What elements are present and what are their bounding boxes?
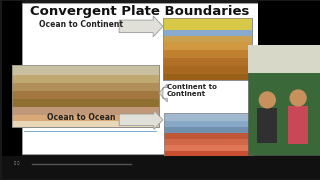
Text: Continent to
Continent: Continent to Continent [167, 84, 217, 96]
Text: Convergent Plate Boundaries: Convergent Plate Boundaries [30, 5, 250, 18]
FancyBboxPatch shape [12, 107, 159, 115]
FancyBboxPatch shape [164, 133, 253, 139]
FancyBboxPatch shape [164, 151, 253, 158]
FancyBboxPatch shape [163, 42, 252, 50]
FancyBboxPatch shape [2, 156, 320, 179]
FancyBboxPatch shape [12, 83, 159, 91]
FancyBboxPatch shape [12, 115, 159, 121]
FancyBboxPatch shape [164, 121, 253, 127]
FancyBboxPatch shape [257, 108, 277, 143]
FancyBboxPatch shape [163, 28, 252, 36]
Circle shape [290, 90, 306, 106]
Polygon shape [159, 84, 167, 102]
FancyBboxPatch shape [22, 3, 258, 154]
FancyBboxPatch shape [12, 91, 159, 99]
FancyBboxPatch shape [12, 75, 159, 83]
FancyBboxPatch shape [164, 127, 253, 133]
FancyBboxPatch shape [164, 113, 253, 158]
FancyBboxPatch shape [248, 45, 320, 73]
FancyBboxPatch shape [164, 139, 253, 145]
FancyBboxPatch shape [288, 106, 308, 144]
FancyBboxPatch shape [12, 99, 159, 107]
Text: Ocean to Ocean: Ocean to Ocean [47, 113, 116, 122]
FancyBboxPatch shape [163, 58, 252, 66]
Text: Ocean to Continent: Ocean to Continent [39, 20, 124, 29]
FancyBboxPatch shape [163, 74, 252, 80]
FancyBboxPatch shape [12, 121, 159, 127]
FancyBboxPatch shape [164, 113, 253, 121]
FancyBboxPatch shape [163, 66, 252, 74]
FancyBboxPatch shape [248, 45, 320, 155]
Polygon shape [119, 110, 163, 130]
FancyBboxPatch shape [163, 50, 252, 58]
FancyBboxPatch shape [2, 1, 22, 160]
FancyBboxPatch shape [163, 18, 252, 80]
FancyBboxPatch shape [12, 65, 159, 127]
FancyBboxPatch shape [163, 18, 252, 28]
FancyBboxPatch shape [258, 1, 320, 45]
FancyBboxPatch shape [163, 18, 252, 30]
FancyBboxPatch shape [12, 65, 159, 75]
Circle shape [259, 92, 275, 108]
Polygon shape [119, 16, 163, 37]
Text: ⏮ ⏭: ⏮ ⏭ [14, 162, 19, 166]
FancyBboxPatch shape [164, 145, 253, 151]
FancyBboxPatch shape [163, 36, 252, 42]
